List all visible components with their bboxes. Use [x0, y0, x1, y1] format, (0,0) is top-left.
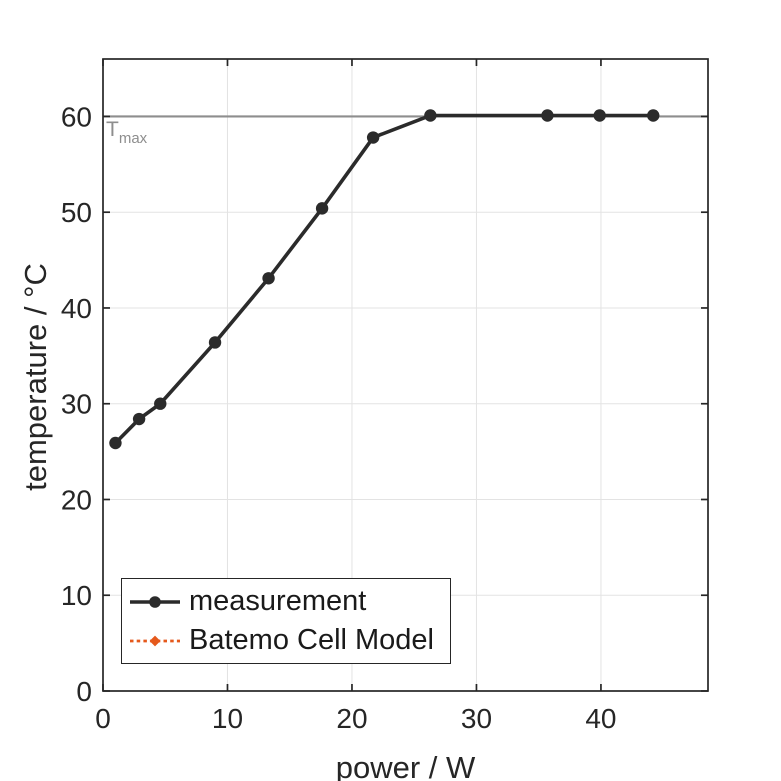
axes-box [102, 58, 709, 692]
y-tick-label-20: 20 [61, 484, 92, 515]
y-tick-label-10: 10 [61, 580, 92, 611]
x-tick-label-30: 30 [461, 703, 492, 734]
tmax-annotation-main: T [106, 118, 119, 141]
data-point-measurement [366, 131, 380, 144]
legend-box: measurement Batemo Cell Model [121, 578, 451, 664]
series-line-measurement [114, 113, 654, 445]
series-line-batemo-cell-model [114, 114, 654, 444]
legend-batemo-marker-icon [149, 635, 161, 646]
y-tick-label-0: 0 [76, 676, 92, 707]
legend-sample-batemo-dotted-line-icon [130, 635, 180, 646]
legend-label-measurement: measurement [189, 585, 367, 617]
data-point-measurement [154, 397, 167, 410]
tmax-annotation-subscript: max [118, 130, 148, 147]
series-measurement [109, 109, 660, 450]
data-point-measurement [208, 336, 222, 349]
tmax-annotation: Tmax [106, 119, 147, 146]
y-tick-label-60: 60 [61, 101, 92, 132]
data-point-measurement [647, 109, 660, 122]
y-tick-label-40: 40 [61, 293, 92, 324]
y-tick-label-50: 50 [61, 197, 92, 228]
data-point-measurement [593, 109, 606, 122]
data-point-measurement [132, 412, 146, 426]
y-axis-label: temperature / °C [18, 263, 53, 491]
tick-marks [102, 59, 708, 692]
x-tick-label-10: 10 [212, 703, 243, 734]
series-batemo-cell-model [111, 111, 658, 448]
legend-entry-batemo-cell-model: Batemo Cell Model [129, 624, 450, 657]
x-tick-label-0: 0 [95, 703, 111, 734]
data-point-measurement [541, 109, 554, 122]
x-tick-label-40: 40 [585, 703, 616, 734]
data-point-measurement [315, 202, 329, 215]
data-point-measurement [262, 272, 275, 285]
y-tick-label-30: 30 [61, 389, 92, 420]
legend-sample-measurement-line-icon [130, 595, 180, 608]
x-axis-label: power / W [335, 750, 476, 781]
data-point-measurement [424, 109, 437, 122]
x-tick-label-20: 20 [336, 703, 367, 734]
legend-measurement-marker-icon [149, 595, 161, 608]
legend-label-batemo-cell-model: Batemo Cell Model [189, 624, 434, 656]
data-point-measurement [109, 436, 122, 450]
legend-entry-measurement: measurement [129, 585, 450, 618]
tick-labels: 0 10 20 30 40 0 10 20 30 40 50 60 [61, 101, 617, 734]
